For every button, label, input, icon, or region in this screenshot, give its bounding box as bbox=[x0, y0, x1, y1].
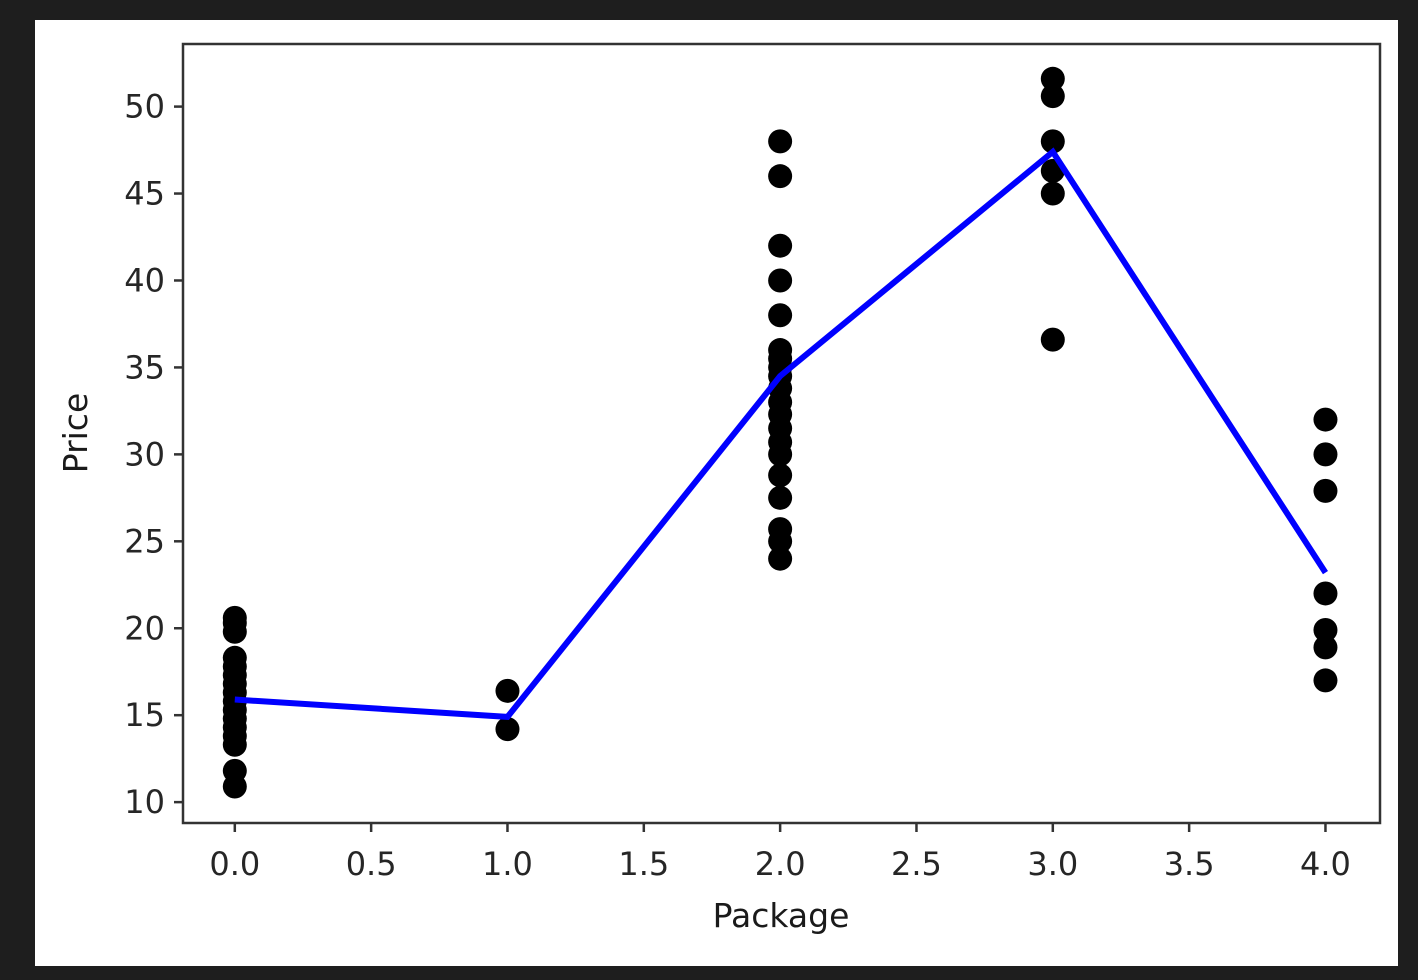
data-point bbox=[768, 517, 793, 542]
scatter-line-chart: 0.0 0.5 1.0 1.5 2.0 2.5 3.0 3.5 4.0 10 15 20 25 30 35 4… bbox=[56, 42, 1382, 935]
data-point bbox=[1313, 478, 1338, 503]
y-tick-label: 10 bbox=[124, 783, 165, 821]
data-point bbox=[768, 338, 793, 363]
data-point bbox=[1040, 327, 1065, 352]
data-point bbox=[1313, 668, 1338, 693]
data-point bbox=[768, 233, 793, 258]
chart-canvas: 0.0 0.5 1.0 1.5 2.0 2.5 3.0 3.5 4.0 10 15 20 25 30 35 4… bbox=[35, 20, 1398, 966]
x-axis-label: Package bbox=[713, 896, 850, 935]
data-point bbox=[1313, 635, 1338, 660]
data-point bbox=[1313, 581, 1338, 606]
y-axis-label: Price bbox=[56, 393, 95, 474]
data-point bbox=[1313, 617, 1338, 642]
data-point bbox=[768, 463, 793, 488]
data-point bbox=[1040, 66, 1065, 91]
y-tick-label: 15 bbox=[124, 696, 165, 734]
fit-line-layer bbox=[234, 147, 1328, 721]
y-tick-label: 45 bbox=[124, 175, 165, 213]
y-tick-label: 50 bbox=[124, 88, 165, 126]
scatter-points bbox=[222, 66, 1338, 799]
x-tick-label: 1.0 bbox=[482, 845, 533, 883]
data-point bbox=[222, 758, 247, 783]
x-tick-label: 3.5 bbox=[1164, 845, 1215, 883]
y-tick-label: 40 bbox=[124, 261, 165, 299]
ticks-layer: 0.0 0.5 1.0 1.5 2.0 2.5 3.0 3.5 4.0 10 15 20 25 30 35 4… bbox=[124, 88, 1351, 883]
y-tick-label: 25 bbox=[124, 522, 165, 560]
data-point bbox=[222, 645, 247, 670]
data-point bbox=[222, 605, 247, 630]
x-tick-label: 2.5 bbox=[891, 845, 942, 883]
data-point bbox=[768, 268, 793, 293]
data-point bbox=[768, 129, 793, 154]
x-tick-label: 2.0 bbox=[755, 845, 806, 883]
x-tick-label: 1.5 bbox=[618, 845, 669, 883]
plot-frame bbox=[181, 42, 1382, 825]
y-tick-label: 35 bbox=[124, 348, 165, 386]
data-point bbox=[1313, 442, 1338, 467]
data-point bbox=[768, 303, 793, 328]
y-tick-label: 20 bbox=[124, 609, 165, 647]
data-point bbox=[1040, 129, 1065, 154]
data-point bbox=[1040, 84, 1065, 109]
x-tick-label: 4.0 bbox=[1300, 845, 1351, 883]
data-point bbox=[768, 546, 793, 571]
data-point bbox=[495, 678, 520, 703]
data-point bbox=[768, 485, 793, 510]
x-tick-label: 3.0 bbox=[1027, 845, 1078, 883]
y-tick-label: 30 bbox=[124, 435, 165, 473]
fit-line bbox=[234, 147, 1328, 721]
data-point bbox=[495, 717, 520, 742]
data-point bbox=[1313, 407, 1338, 432]
data-point bbox=[1040, 181, 1065, 206]
data-point bbox=[768, 164, 793, 189]
x-tick-label: 0.0 bbox=[209, 845, 260, 883]
x-tick-label: 0.5 bbox=[346, 845, 397, 883]
